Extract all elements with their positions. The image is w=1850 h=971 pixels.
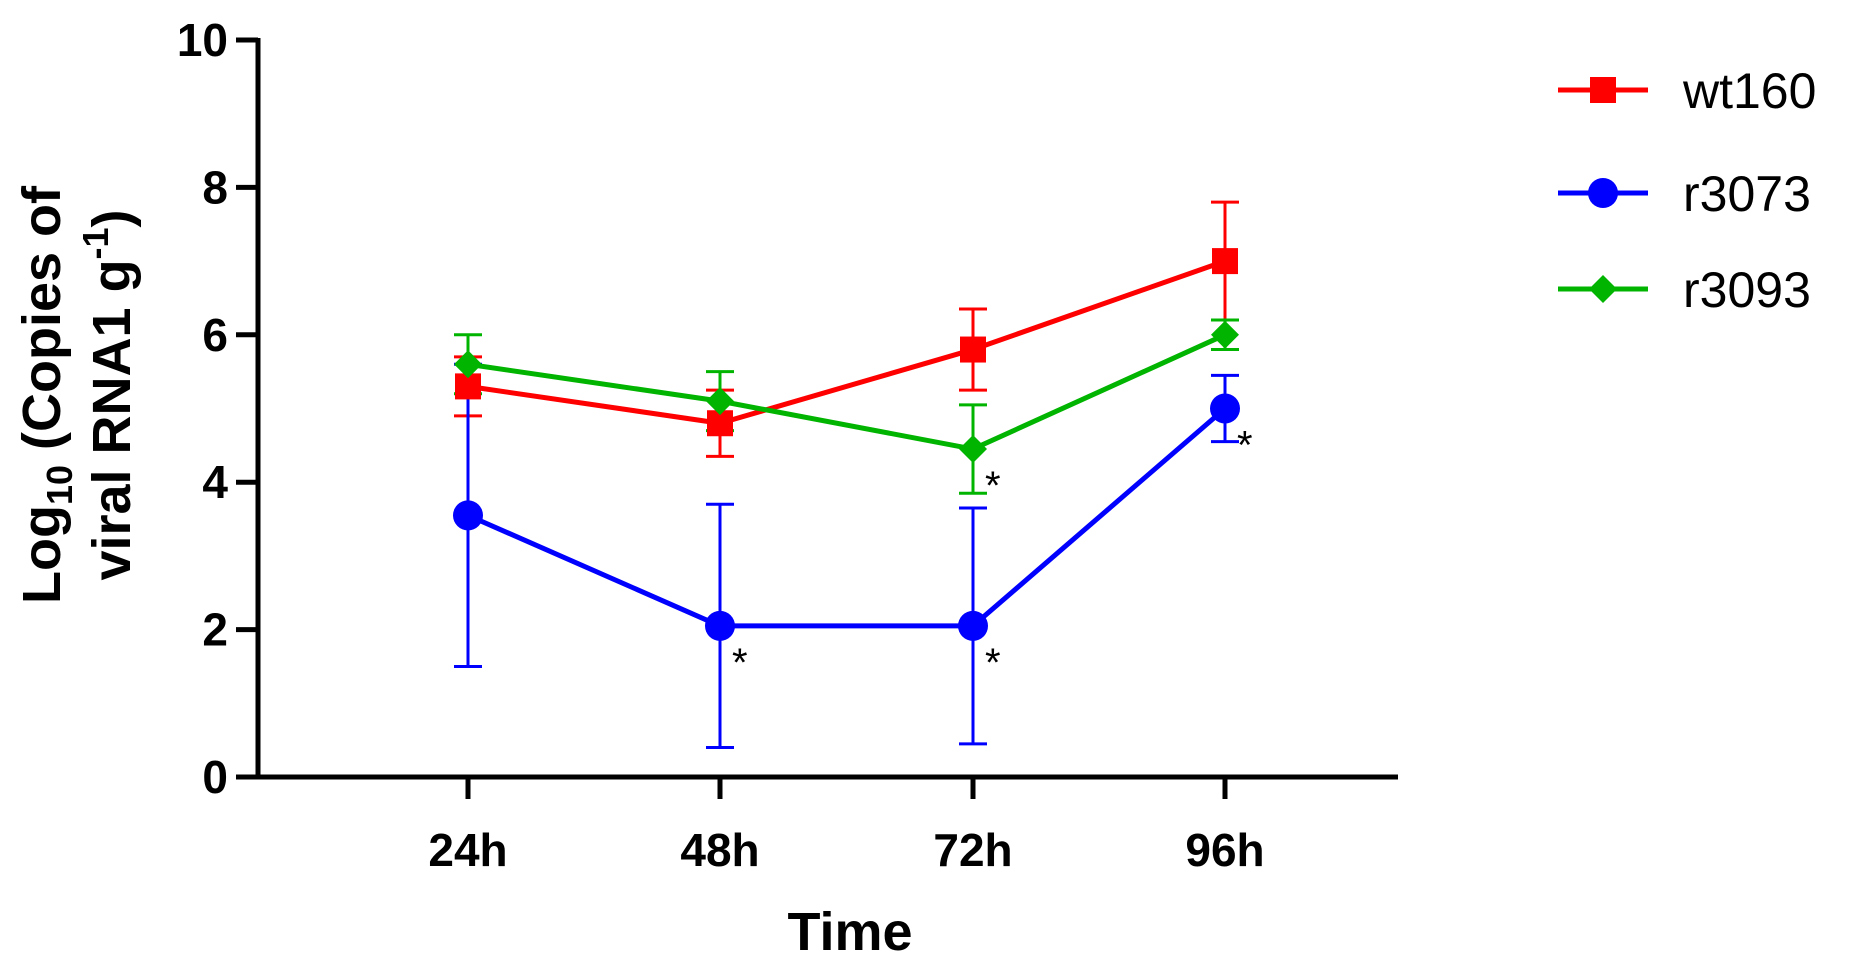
x-tick-label-72h: 72h: [933, 824, 1012, 876]
legend-label-r3093: r3093: [1683, 262, 1811, 318]
y-tick-label-8: 8: [202, 161, 228, 213]
y-axis-title-sup: -1: [75, 227, 116, 259]
legend-marker-wt160: [1590, 77, 1616, 103]
point-r3093-24h: [454, 350, 482, 379]
y-axis-title: Log10 (Copies of viral RNA1 g-1): [12, 185, 142, 604]
y-tick-label-0: 0: [202, 751, 228, 803]
significance-asterisk-2: *: [985, 641, 1001, 685]
y-tick-label-6: 6: [202, 309, 228, 361]
point-r3073-96h: [1210, 393, 1240, 424]
series-line-wt160: [467, 258, 1226, 426]
series-line-r3073: [466, 406, 1227, 629]
series-line-r3093: [467, 332, 1227, 452]
y-axis-title-mid: (Copies of: [12, 185, 72, 465]
y-axis-title-line2: viral RNA1 g: [82, 259, 142, 580]
y-tick-label-4: 4: [202, 456, 228, 508]
point-r3093-72h: [959, 435, 987, 464]
y-axis-title-sub: 10: [39, 465, 80, 505]
x-tick-label-48h: 48h: [680, 824, 759, 876]
point-r3093-48h: [706, 387, 734, 416]
legend-marker-r3093: [1589, 275, 1617, 303]
point-wt160-72h: [960, 336, 986, 363]
svg-text:viral RNA1 g-1): viral RNA1 g-1): [75, 209, 142, 580]
x-axis-title: Time: [787, 902, 912, 962]
y-axis-title-post: ): [82, 209, 142, 227]
y-tick-label-10: 10: [177, 14, 228, 66]
point-r3073-24h: [453, 500, 483, 531]
point-r3093-96h: [1211, 320, 1239, 349]
axes: 0 2 4 6 8 10 24h 48h 72h 96h: [177, 14, 1398, 876]
point-r3073-48h: [705, 610, 735, 641]
y-tick-label-2: 2: [202, 604, 228, 656]
plot-area: * * * *: [453, 200, 1253, 750]
legend: wt160 r3073 r3093: [1558, 63, 1816, 318]
point-r3073-72h: [958, 610, 988, 641]
significance-asterisk-4: *: [1237, 424, 1253, 468]
x-tick-label-96h: 96h: [1185, 824, 1264, 876]
significance-asterisk-3: *: [985, 464, 1001, 508]
legend-label-wt160: wt160: [1682, 63, 1816, 119]
y-axis-title-pre: Log: [12, 505, 72, 604]
svg-text:Log10 (Copies of: Log10 (Copies of: [12, 185, 80, 604]
legend-label-r3073: r3073: [1683, 166, 1811, 222]
significance-asterisk-1: *: [732, 641, 748, 685]
legend-marker-r3073: [1588, 178, 1618, 208]
x-tick-label-24h: 24h: [428, 824, 507, 876]
point-wt160-96h: [1212, 248, 1238, 275]
